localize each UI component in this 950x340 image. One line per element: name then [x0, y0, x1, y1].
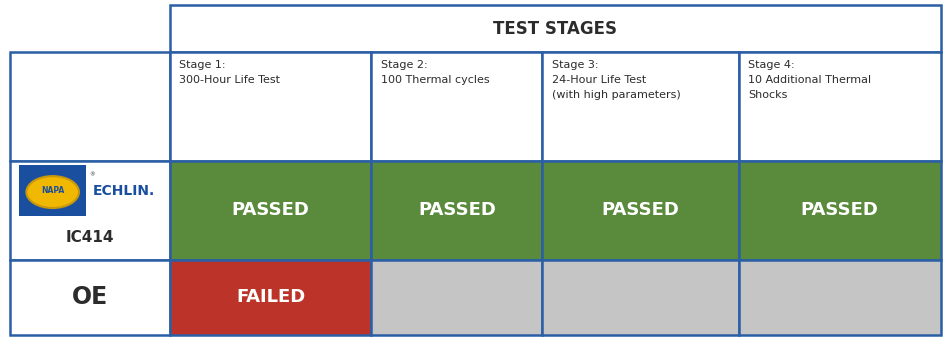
Text: Stage 4:
10 Additional Thermal
Shocks: Stage 4: 10 Additional Thermal Shocks	[749, 60, 871, 100]
Bar	[10, 161, 170, 260]
Bar	[10, 260, 170, 335]
Text: PASSED: PASSED	[601, 201, 679, 219]
Text: IC414: IC414	[66, 231, 114, 245]
Bar	[542, 52, 739, 161]
Bar	[170, 52, 371, 161]
Bar	[10, 5, 170, 52]
Text: NAPA: NAPA	[41, 186, 65, 195]
Text: TEST STAGES: TEST STAGES	[493, 20, 618, 38]
Text: ®: ®	[89, 172, 95, 177]
Bar	[739, 260, 940, 335]
Text: PASSED: PASSED	[801, 201, 879, 219]
Bar	[542, 161, 739, 260]
Bar	[19, 165, 86, 216]
Bar	[542, 260, 739, 335]
Bar	[170, 260, 371, 335]
Text: PASSED: PASSED	[418, 201, 496, 219]
Bar	[371, 260, 542, 335]
Text: FAILED: FAILED	[236, 288, 305, 306]
Bar	[739, 161, 940, 260]
Bar	[371, 161, 542, 260]
Text: Stage 1:
300-Hour Life Test: Stage 1: 300-Hour Life Test	[180, 60, 280, 85]
Bar	[170, 161, 371, 260]
Ellipse shape	[27, 176, 79, 208]
Bar	[170, 5, 940, 52]
Text: PASSED: PASSED	[232, 201, 310, 219]
Bar	[10, 52, 170, 161]
Text: ECHLIN.: ECHLIN.	[93, 184, 155, 198]
Text: OE: OE	[71, 285, 107, 309]
Text: Stage 2:
100 Thermal cycles: Stage 2: 100 Thermal cycles	[381, 60, 489, 85]
Bar	[739, 52, 940, 161]
Bar	[371, 52, 542, 161]
Text: Stage 3:
24-Hour Life Test
(with high parameters): Stage 3: 24-Hour Life Test (with high pa…	[552, 60, 680, 100]
